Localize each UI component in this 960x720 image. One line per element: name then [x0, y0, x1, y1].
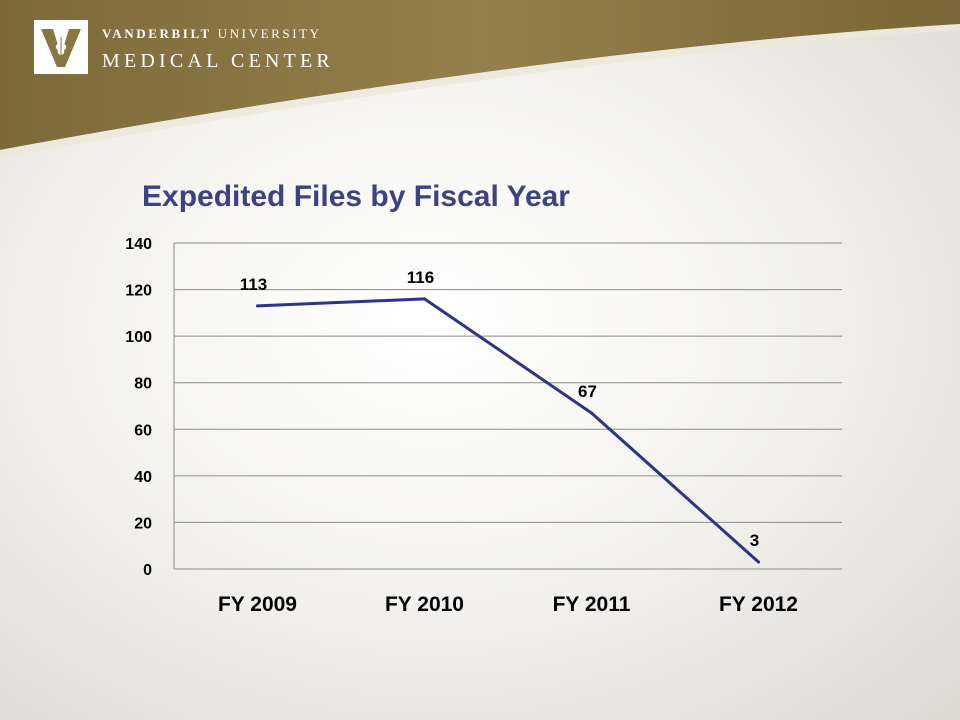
y-tick-label: 60: [134, 422, 152, 439]
data-label: 67: [578, 382, 597, 401]
chart-title: Expedited Files by Fiscal Year: [142, 180, 570, 213]
data-point: [423, 297, 426, 301]
x-tick-label: FY 2012: [719, 593, 798, 616]
y-tick-label: 140: [125, 236, 152, 253]
y-tick-label: 80: [134, 376, 152, 393]
header-banner: [0, 0, 960, 170]
y-tick-label: 120: [125, 283, 152, 300]
vanderbilt-logo: [34, 20, 88, 74]
x-tick-label: FY 2011: [553, 593, 631, 616]
org-name-line1: VANDERBILT UNIVERSITY: [102, 26, 334, 42]
x-tick-label: FY 2009: [218, 593, 297, 616]
data-point: [757, 560, 760, 564]
y-tick-label: 20: [134, 515, 152, 532]
data-point: [590, 411, 593, 415]
y-tick-label: 100: [125, 329, 152, 346]
data-label: 3: [750, 531, 759, 550]
org-name-line2: MEDICAL CENTER: [102, 50, 334, 72]
data-label: 116: [407, 268, 434, 287]
series-line: [256, 297, 760, 564]
org-name-rest: UNIVERSITY: [211, 26, 322, 41]
y-tick-label: 0: [143, 562, 152, 579]
data-point: [256, 304, 259, 308]
data-label: 113: [240, 275, 267, 294]
v-oak-leaf-icon: [41, 29, 81, 67]
org-name-bold: VANDERBILT: [102, 26, 212, 41]
y-tick-label: 40: [134, 469, 152, 486]
x-tick-label: FY 2010: [385, 593, 464, 616]
org-name: VANDERBILT UNIVERSITY MEDICAL CENTER: [102, 26, 334, 73]
